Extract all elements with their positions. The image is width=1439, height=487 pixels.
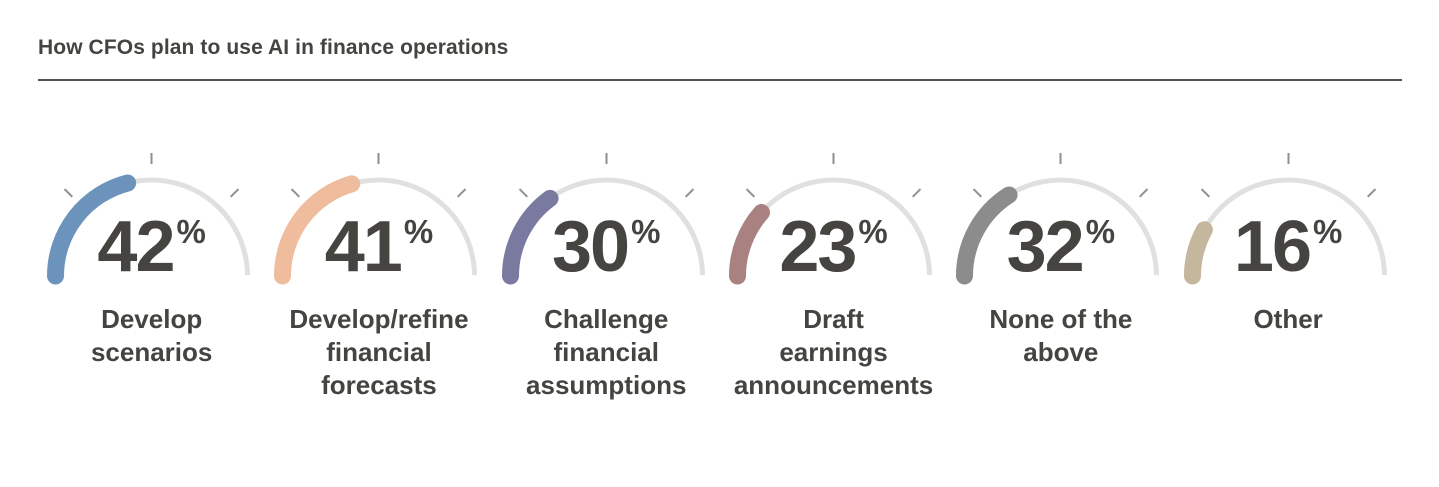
gauge-value-number: 23 (779, 207, 857, 287)
gauge-arc (274, 153, 478, 285)
title-rule (38, 79, 1402, 81)
gauge-value: 16% (1175, 211, 1402, 303)
gauge-develop-scenarios: 42% Develop scenarios (38, 141, 265, 402)
gauge-dial: 30% (493, 141, 720, 291)
gauge-label: Develop/refine financial forecasts (289, 304, 469, 400)
page-title: How CFOs plan to use AI in finance opera… (38, 36, 509, 59)
gauge-label: Develop scenarios (90, 304, 213, 367)
gauge-challenge-financial-assumptions: 30% Challenge financial assumptions (493, 141, 720, 402)
gauge-label: Challenge financial assumptions (526, 304, 687, 400)
gauge-arc (501, 153, 705, 285)
gauge-dial: 42% (38, 141, 265, 291)
gauge-label: Other (1253, 304, 1323, 334)
gauge-develop-refine-financial-forecasts: 41% Develop/refine financial forecasts (265, 141, 492, 402)
gauge-dial: 41% (265, 141, 492, 291)
gauge-value-number: 16 (1233, 207, 1312, 287)
gauge-arc (1183, 153, 1387, 285)
gauge-none-of-the-above: 32% None of the above (947, 141, 1174, 402)
gauge-label: Draft earnings announcements (733, 304, 934, 400)
gauge-value-number: 30 (552, 207, 630, 287)
gauge-dial: 23% (720, 141, 947, 291)
gauge-arc (956, 153, 1160, 285)
gauge-value: 32% (947, 211, 1174, 303)
gauge-value: 30% (493, 211, 720, 303)
gauge-arc (729, 153, 933, 285)
gauge-value: 42% (38, 211, 265, 303)
percent-sign: % (631, 213, 661, 250)
gauge-dial: 32% (947, 141, 1174, 291)
percent-sign: % (1313, 213, 1343, 250)
gauge-value-number: 41 (324, 207, 403, 287)
gauge-label: None of the above (989, 304, 1133, 367)
percent-sign: % (1085, 213, 1116, 250)
percent-sign: % (176, 213, 206, 250)
gauge-dial: 16% (1175, 141, 1402, 291)
gauge-value: 41% (265, 211, 492, 303)
gauge-draft-earnings-announcements: 23% Draft earnings announcements (720, 141, 947, 402)
percent-sign: % (403, 213, 434, 250)
gauge-other: 16% Other (1174, 141, 1401, 402)
gauge-value: 23% (720, 211, 947, 303)
gauges-row: 42% Develop scenarios 41% Develop/refine… (38, 141, 1402, 402)
gauge-value-number: 32 (1006, 207, 1085, 287)
gauge-value-number: 42 (97, 207, 175, 287)
infographic: How CFOs plan to use AI in finance opera… (38, 36, 1402, 402)
percent-sign: % (858, 213, 888, 250)
gauge-arc (47, 153, 251, 285)
